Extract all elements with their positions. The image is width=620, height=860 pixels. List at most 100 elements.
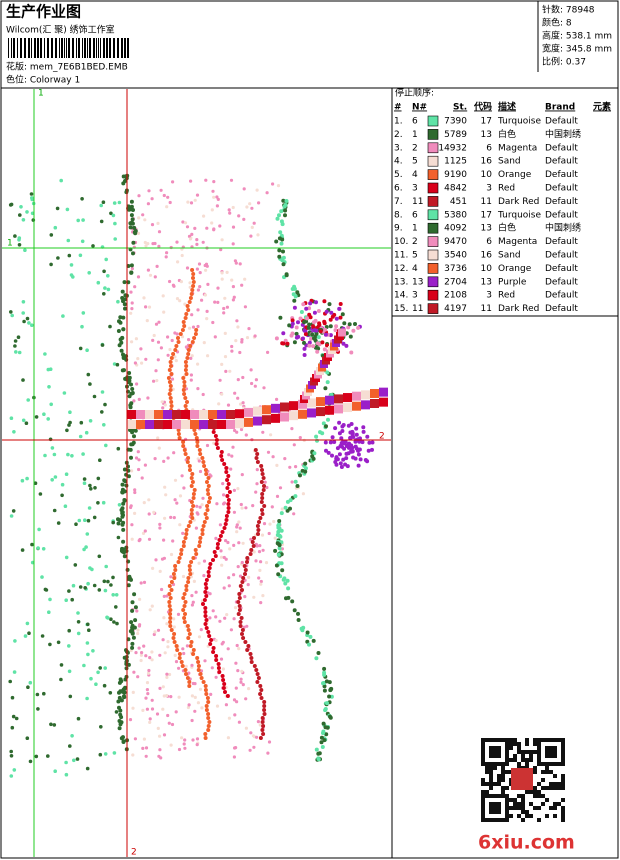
- stitch: [46, 367, 51, 372]
- stitch: [270, 505, 274, 509]
- trunk-block: [235, 409, 244, 419]
- stitch: [29, 192, 34, 196]
- stitch: [183, 360, 188, 364]
- stitch: [162, 310, 166, 314]
- stitch: [292, 443, 296, 447]
- row-index: 1.: [394, 117, 403, 127]
- stitch: [199, 676, 204, 680]
- qr-cell: [505, 786, 509, 790]
- stitch: [214, 675, 218, 679]
- stitch: [145, 688, 149, 692]
- stitch: [344, 451, 349, 456]
- stitch: [188, 281, 192, 285]
- trunk-block: [208, 410, 217, 419]
- stitch: [138, 623, 142, 627]
- stitch: [180, 474, 184, 478]
- stitch: [303, 332, 308, 337]
- stitch: [129, 290, 133, 294]
- stitch: [185, 225, 190, 229]
- stitch: [206, 570, 211, 574]
- stitch: [213, 335, 217, 339]
- stitch: [275, 541, 280, 546]
- qr-cell: [497, 750, 501, 754]
- stitch: [226, 736, 230, 740]
- stitch: [75, 757, 80, 761]
- stitch: [210, 208, 214, 212]
- bar: [78, 38, 80, 58]
- stitch: [260, 512, 265, 516]
- stitch: [255, 544, 259, 548]
- brand: Default: [545, 277, 578, 287]
- stitch: [233, 391, 237, 395]
- stitch: [339, 441, 344, 446]
- stitch: [280, 222, 285, 227]
- stitch: [322, 321, 327, 326]
- stitch: [229, 467, 233, 471]
- stitch: [203, 614, 208, 618]
- stitch: [104, 564, 108, 569]
- stitch: [170, 377, 175, 381]
- stitch: [169, 575, 173, 579]
- stitch: [175, 297, 180, 301]
- stitch: [221, 686, 226, 690]
- stitch: [130, 301, 134, 305]
- stitch: [171, 572, 176, 576]
- stitch: [337, 420, 342, 425]
- stitch: [203, 512, 208, 516]
- stitches: 4092: [444, 224, 467, 234]
- stitch: [67, 589, 71, 593]
- stitch: [201, 392, 205, 397]
- stitch: [346, 325, 351, 330]
- swatch: [427, 303, 439, 314]
- trunk-block: [361, 390, 370, 400]
- stitch: [200, 532, 205, 536]
- needle: 2: [412, 143, 418, 153]
- stitch: [161, 707, 165, 711]
- stitch: [237, 596, 242, 600]
- stitch: [34, 754, 39, 759]
- stitch: [158, 526, 162, 530]
- column-header: 代码: [473, 101, 492, 113]
- stitch: [86, 622, 90, 627]
- stitch: [258, 736, 263, 740]
- qr-cell: [509, 798, 513, 802]
- stitch: [160, 587, 164, 592]
- stitch: [235, 700, 239, 704]
- stitch: [21, 311, 26, 315]
- stitch: [61, 314, 65, 318]
- stitch: [204, 178, 208, 182]
- stitch: [91, 244, 95, 248]
- code: 6: [486, 143, 492, 153]
- stitch: [183, 600, 188, 604]
- stitch: [246, 644, 251, 648]
- stitch: [203, 293, 207, 297]
- stitch: [106, 616, 110, 620]
- row-index: 3.: [394, 143, 403, 153]
- stitch: [257, 201, 261, 205]
- stitch: [182, 324, 187, 328]
- stitch: [272, 519, 276, 524]
- qr-cell: [545, 766, 549, 770]
- stitch: [158, 748, 162, 752]
- qr-cell: [489, 766, 493, 770]
- stitch: [168, 384, 173, 388]
- stitch: [20, 478, 25, 483]
- stitch: [137, 646, 141, 650]
- stitch: [191, 504, 196, 508]
- stitch: [275, 216, 280, 221]
- stitch: [111, 575, 115, 580]
- stitch: [187, 234, 192, 238]
- bar: [51, 38, 53, 58]
- stitch: [295, 484, 300, 488]
- stitch: [90, 567, 94, 572]
- code: 13: [481, 277, 492, 287]
- stitch: [131, 251, 135, 256]
- stitch: [221, 640, 225, 644]
- stitch: [251, 544, 256, 548]
- row-index: 4.: [394, 157, 403, 167]
- stitch: [132, 434, 136, 439]
- stitch: [168, 612, 173, 616]
- stitch: [86, 652, 90, 657]
- qr-cell: [545, 798, 549, 802]
- bar: [55, 38, 57, 58]
